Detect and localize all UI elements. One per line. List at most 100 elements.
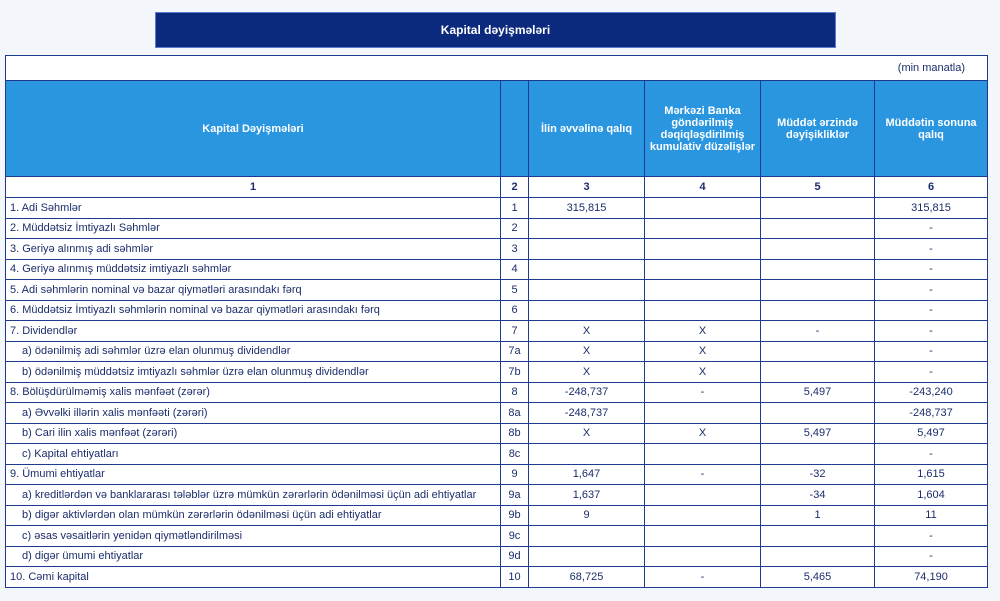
unit-label: (min manatla) <box>4 55 989 81</box>
table-row: 7. Dividendlər 7 X X - - <box>5 320 989 342</box>
cell: - <box>873 525 989 547</box>
unit-row: (min manatla) <box>4 55 989 81</box>
row-label: c) Kapital ehtiyatları <box>5 443 501 465</box>
cell: 1,647 <box>528 463 645 485</box>
row-label: a) Əvvəlki illərin xalis mənfəəti (zərər… <box>5 402 501 424</box>
table-row: a) kreditlərdən və banklararası tələblər… <box>5 484 989 506</box>
cell: 8c <box>500 443 529 465</box>
cell <box>528 258 645 280</box>
cell <box>644 545 761 567</box>
cell <box>760 545 875 567</box>
table-row: c) Kapital ehtiyatları 8c - <box>5 443 989 465</box>
row-label: 6. Müddətsiz İmtiyazlı səhmlərin nominal… <box>5 299 501 321</box>
cell <box>644 279 761 301</box>
table-row: b) Cari ilin xalis mənfəət (zərəri) 8b X X 5… <box>5 422 989 444</box>
cell: 315,815 <box>873 197 989 219</box>
row-label: c) əsas vəsaitlərin yenidən qiymətləndir… <box>5 525 501 547</box>
row-label: 5. Adi səhmlərin nominal və bazar qiymət… <box>5 279 501 301</box>
cell: X <box>528 340 645 362</box>
cell: 9 <box>500 463 529 485</box>
cell: X <box>528 361 645 383</box>
cell <box>644 197 761 219</box>
cell: 7b <box>500 361 529 383</box>
column-header <box>500 80 529 177</box>
cell <box>760 279 875 301</box>
cell: 1,637 <box>528 484 645 506</box>
column-header: Müddətin sonuna qalıq <box>873 80 989 177</box>
cell: X <box>644 422 761 444</box>
column-number: 3 <box>528 176 645 198</box>
cell: 5,497 <box>760 422 875 444</box>
page-title: Kapital dəyişmələri <box>155 12 836 48</box>
table-row: b) digər aktivlərdən olan mümkün zərərlə… <box>5 504 989 526</box>
header-row: Kapital Dəyişmələri İlin əvvəlinə qalıq Mə… <box>5 80 989 177</box>
column-header: Mərkəzi Banka göndərilmiş dəqiqləşdirilm… <box>644 80 761 177</box>
row-label: 9. Ümumi ehtiyatlar <box>5 463 501 485</box>
row-label: 4. Geriyə alınmış müddətsiz imtiyazlı sə… <box>5 258 501 280</box>
table-row: b) ödənilmiş müddətsiz imtiyazlı səhmlər… <box>5 361 989 383</box>
row-label: 2. Müddətsiz İmtiyazlı Səhmlər <box>5 217 501 239</box>
table-body: (min manatla) Kapital Dəyişmələri İlin əvv… <box>4 55 989 588</box>
capital-table: (min manatla) Kapital Dəyişmələri İlin əvv… <box>4 55 989 588</box>
cell: 8 <box>500 381 529 403</box>
cell: 5,497 <box>760 381 875 403</box>
table-row: d) digər ümumi ehtiyatlar 9d - <box>5 545 989 567</box>
cell <box>760 258 875 280</box>
row-label: 7. Dividendlər <box>5 320 501 342</box>
cell: - <box>873 238 989 260</box>
cell <box>644 525 761 547</box>
cell: 9a <box>500 484 529 506</box>
cell <box>644 299 761 321</box>
cell: 1 <box>500 197 529 219</box>
row-label: b) Cari ilin xalis mənfəət (zərəri) <box>5 422 501 444</box>
cell: 8a <box>500 402 529 424</box>
cell: X <box>528 422 645 444</box>
table-row: 10. Cəmi kapital 10 68,725-5,465 74,190 <box>5 566 989 588</box>
column-header: İlin əvvəlinə qalıq <box>528 80 645 177</box>
cell: - <box>873 279 989 301</box>
row-label: 1. Adi Səhmlər <box>5 197 501 219</box>
table-row: 5. Adi səhmlərin nominal və bazar qiymət… <box>5 279 989 301</box>
cell: 2 <box>500 217 529 239</box>
cell: 9b <box>500 504 529 526</box>
cell <box>760 217 875 239</box>
cell <box>760 197 875 219</box>
cell <box>644 402 761 424</box>
cell: X <box>644 361 761 383</box>
cell: 3 <box>500 238 529 260</box>
column-header: Kapital Dəyişmələri <box>5 80 501 177</box>
cell: 1,615 <box>873 463 989 485</box>
table-row: a) ödənilmiş adi səhmlər üzrə elan olunm… <box>5 340 989 362</box>
cell <box>644 217 761 239</box>
cell: -248,737 <box>528 381 645 403</box>
cell <box>644 484 761 506</box>
table-row: 3. Geriyə alınmış adi səhmlər 3 - <box>5 238 989 260</box>
cell: 5,465 <box>760 566 875 588</box>
table-row: 9. Ümumi ehtiyatlar 9 1,647- -32 1,615 <box>5 463 989 485</box>
cell <box>528 279 645 301</box>
cell <box>760 238 875 260</box>
row-label: a) kreditlərdən və banklararası tələblər… <box>5 484 501 506</box>
cell: 1 <box>760 504 875 526</box>
cell: 8b <box>500 422 529 444</box>
cell: 7 <box>500 320 529 342</box>
table-row: 1. Adi Səhmlər 1 315,815 315,815 <box>5 197 989 219</box>
cell: 74,190 <box>873 566 989 588</box>
cell <box>528 545 645 567</box>
cell: 5 <box>500 279 529 301</box>
row-label: a) ödənilmiş adi səhmlər üzrə elan olunm… <box>5 340 501 362</box>
cell <box>760 340 875 362</box>
table-row: c) əsas vəsaitlərin yenidən qiymətləndir… <box>5 525 989 547</box>
cell: - <box>873 299 989 321</box>
cell: - <box>644 566 761 588</box>
table-row: 8. Bölüşdürülməmiş xalis mənfəət (zərər)… <box>5 381 989 403</box>
cell: 11 <box>873 504 989 526</box>
cell: - <box>760 320 875 342</box>
column-number: 4 <box>644 176 761 198</box>
column-header: Müddət ərzində dəyişikliklər <box>760 80 875 177</box>
cell: X <box>644 320 761 342</box>
cell <box>760 402 875 424</box>
cell: 1,604 <box>873 484 989 506</box>
